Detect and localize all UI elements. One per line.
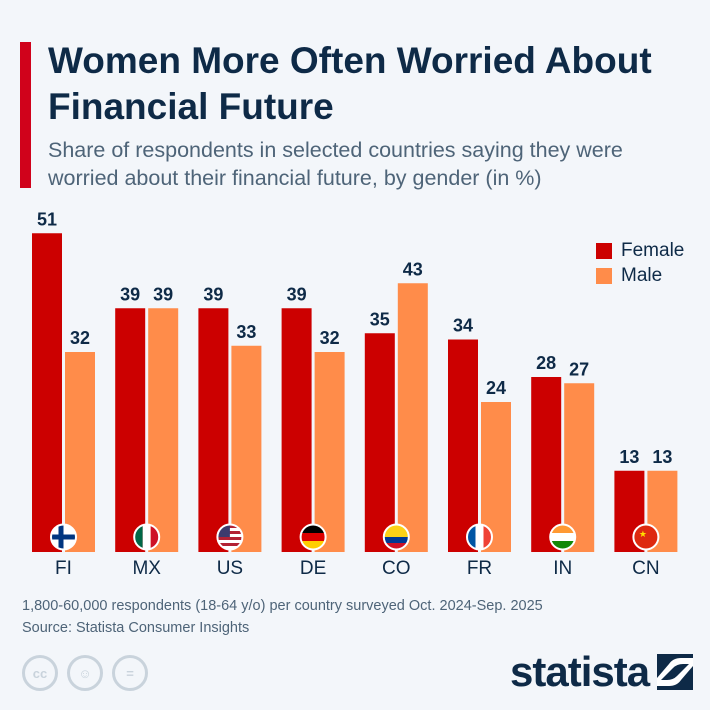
data-label: 34 [453,316,473,336]
cc-icon[interactable]: cc [22,655,58,691]
data-label: 32 [70,328,90,348]
bar-US-female [198,308,229,552]
data-label: 39 [153,284,173,304]
data-label: 39 [203,284,223,304]
data-label: 39 [120,284,140,304]
bar-DE-female [281,308,312,552]
svg-text:★: ★ [639,529,647,539]
data-label: 35 [370,309,390,329]
flag-co-icon [384,525,409,549]
legend-label: Female [621,239,685,261]
flag-fr-icon [467,525,492,549]
legend-label: Male [621,264,663,286]
bar-FR-female [448,339,478,552]
data-label: 39 [287,284,307,304]
category-label: CN [632,558,659,579]
data-label: 13 [652,447,672,467]
category-label: DE [300,558,326,579]
bar-FI-male [65,352,95,552]
flag-fi-icon [51,525,76,549]
flag-border [133,523,161,551]
bar-chart: 51 32 FI 39 39 MX 39 33 US 39 32 DE 35 43 CO 34 24 FR 28 27… [32,209,678,579]
license-icons[interactable]: cc ☺ = [22,655,148,691]
flag-cn-icon: ★ [633,525,658,549]
source: Source: Statista Consumer Insights [22,620,250,636]
footnote: 1,800-60,000 respondents (18-64 y/o) per… [22,595,543,639]
bar-DE-male [314,352,345,552]
category-label: FR [467,558,492,579]
flag-in-icon [550,525,575,549]
data-label: 27 [569,359,589,379]
no-derivatives-icon[interactable]: = [112,655,148,691]
data-label: 51 [37,209,57,229]
bar-FI-female [32,233,62,552]
data-label: 43 [403,259,423,279]
attribution-icon[interactable]: ☺ [67,655,103,691]
data-label: 24 [486,378,506,398]
statista-logo-icon [657,654,694,690]
category-label: US [217,558,243,579]
data-label: 32 [320,328,340,348]
bar-US-male [231,345,262,552]
legend-swatch-female [596,242,612,259]
bar-IN-female [531,377,562,552]
survey-note: 1,800-60,000 respondents (18-64 y/o) per… [22,598,543,614]
flag-border [466,523,493,551]
category-label: MX [132,558,161,579]
category-label: CO [382,558,411,579]
flag-border [299,523,327,551]
category-label: IN [553,558,572,579]
flag-border [632,523,660,551]
statista-logo[interactable]: statista [510,648,694,696]
legend-item-male: Male [596,263,684,288]
legend-item-female: Female [596,238,684,263]
flag-mx-icon [134,525,159,549]
bar-CO-male [397,283,428,552]
bar-IN-male [564,383,595,552]
flag-border [549,523,577,551]
bar-MX-female [115,308,146,552]
title-accent-bar [20,42,31,188]
bar-CO-female [364,333,395,552]
legend-swatch-male [596,267,612,284]
chart-subtitle: Share of respondents in selected countri… [48,138,623,190]
data-label: 33 [236,322,256,342]
category-label: FI [55,558,72,579]
chart-title: Women More Often Worried About Financial… [48,40,652,127]
flag-border [382,523,410,551]
bar-MX-male [148,308,179,552]
flag-border [216,523,244,551]
data-label: 13 [619,447,639,467]
legend: Female Male [596,238,684,288]
brand-name: statista [510,648,650,695]
data-label: 28 [536,353,556,373]
flag-de-icon [301,525,326,549]
flag-border [50,523,77,551]
